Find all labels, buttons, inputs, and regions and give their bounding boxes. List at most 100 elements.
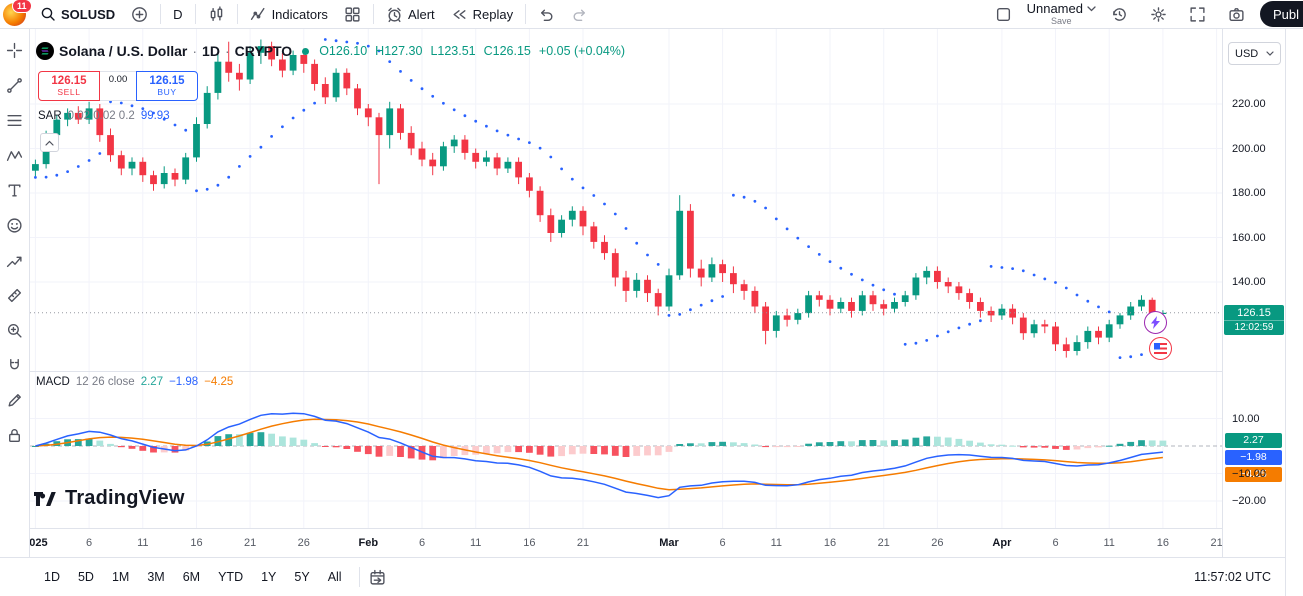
symbol-interval[interactable]: 1D — [202, 43, 220, 59]
ruler-icon[interactable] — [4, 284, 26, 306]
indicators-label: Indicators — [271, 6, 328, 22]
chevron-up-icon — [45, 140, 54, 146]
time-axis-label: 21 — [877, 537, 890, 549]
trade-panel: 126.15 SELL 0.00 126.15 BUY — [38, 71, 198, 101]
magnet-icon[interactable] — [4, 354, 26, 376]
buy-price: 126.15 — [149, 74, 185, 87]
bar-countdown: 12:02:59 — [1224, 319, 1284, 335]
pencil-icon[interactable] — [4, 389, 26, 411]
indicator-templates-button[interactable] — [337, 2, 368, 26]
buy-button[interactable]: 126.15 BUY — [136, 71, 198, 101]
right-sidebar-strip[interactable] — [1285, 29, 1303, 596]
range-1d-button[interactable]: 1D — [36, 566, 68, 588]
history-clock-icon — [1113, 7, 1126, 21]
time-axis-label: 16 — [523, 537, 536, 549]
currency-label: USD — [1235, 47, 1259, 60]
redo-button[interactable] — [564, 2, 595, 26]
range-5d-button[interactable]: 5D — [70, 566, 102, 588]
macd-axis-label: −20.00 — [1232, 495, 1266, 507]
text-icon[interactable] — [4, 179, 26, 201]
price-chart-pane[interactable] — [30, 29, 1222, 372]
macd-legend[interactable]: MACD 12 26 close 2.27 −1.98 −4.25 — [36, 376, 233, 388]
server-clock[interactable]: 11:57:02 UTC — [1194, 570, 1271, 584]
layout-name-menu[interactable]: Unnamed Save — [1027, 2, 1096, 26]
price-axis-label: 200.00 — [1232, 142, 1266, 155]
replay-button[interactable]: Replay — [444, 2, 520, 26]
toolbar-right-group: Unnamed Save Publ — [988, 0, 1303, 28]
event-marker-lightning-icon[interactable] — [1144, 311, 1167, 334]
price-axis-label: 160.00 — [1232, 231, 1266, 244]
symbol-search-button[interactable]: SOLUSD — [33, 2, 122, 26]
pane-separator[interactable] — [30, 371, 1222, 372]
fib-retracement-icon[interactable] — [4, 109, 26, 131]
layout-square-icon — [996, 7, 1010, 21]
event-marker-us-flag-icon[interactable] — [1149, 337, 1172, 360]
ohlc-close: C126.15 — [483, 44, 531, 58]
symbol-title[interactable]: Solana / U.S. Dollar — [59, 43, 188, 59]
buy-label: BUY — [157, 86, 177, 97]
time-axis-label: 21 — [243, 537, 257, 549]
macd-hist-badge: 2.27 — [1225, 432, 1282, 448]
publish-button[interactable]: Publ — [1259, 1, 1303, 27]
bar-replay-history-button[interactable] — [1104, 2, 1135, 26]
range-5y-button[interactable]: 5Y — [286, 566, 317, 588]
macd-signal-badge: −4.25 — [1225, 466, 1282, 482]
save-button[interactable]: Save — [1051, 16, 1072, 26]
zoom-in-icon[interactable] — [4, 319, 26, 341]
plus-circle-icon — [132, 6, 148, 22]
pane-collapse-button[interactable] — [40, 133, 59, 152]
chart-type-button[interactable] — [201, 2, 232, 26]
symbol-label: SOLUSD — [61, 6, 116, 22]
sar-legend[interactable]: SAR 0.02 0.02 0.2 99.93 — [38, 110, 170, 122]
lock-icon[interactable] — [4, 424, 26, 446]
notification-badge: 11 — [12, 0, 32, 14]
forecast-icon[interactable] — [4, 249, 26, 271]
range-ytd-button[interactable]: YTD — [210, 566, 251, 588]
interval-button[interactable]: D — [166, 2, 189, 26]
go-to-date-icon[interactable] — [369, 569, 386, 586]
range-1m-button[interactable]: 1M — [104, 566, 137, 588]
price-axis-label: 140.00 — [1232, 276, 1266, 288]
tradingview-logo — [34, 491, 56, 506]
market-status-dot[interactable] — [302, 47, 310, 55]
gear-icon — [1151, 6, 1166, 22]
snapshot-button[interactable] — [1221, 2, 1252, 26]
sell-button[interactable]: 126.15 SELL — [38, 71, 100, 101]
time-axis-label: 11 — [1103, 537, 1115, 549]
toolbar-divider — [236, 4, 238, 24]
chart-settings-button[interactable] — [1143, 2, 1174, 26]
bottom-toolbar: 1D 5D 1M 3M 6M YTD 1Y 5Y All 11:57:02 UTC — [0, 557, 1285, 596]
range-6m-button[interactable]: 6M — [175, 566, 208, 588]
alert-button[interactable]: Alert — [379, 2, 442, 26]
sell-price: 126.15 — [51, 74, 87, 87]
macd-params: 12 26 close — [75, 376, 135, 388]
user-avatar[interactable]: 11 — [3, 0, 32, 26]
alert-clock-icon — [388, 7, 401, 22]
compare-add-symbol-button[interactable] — [124, 2, 155, 26]
currency-dropdown[interactable]: USD — [1228, 42, 1281, 65]
range-1y-button[interactable]: 1Y — [253, 566, 284, 588]
range-all-button[interactable]: All — [320, 566, 350, 588]
undo-button[interactable] — [531, 2, 562, 26]
macd-line-value: −1.98 — [169, 376, 199, 388]
crosshair-icon[interactable] — [4, 39, 26, 61]
emoji-icon[interactable] — [4, 214, 26, 236]
layout-select-button[interactable] — [988, 2, 1019, 26]
fullscreen-button[interactable] — [1182, 2, 1213, 26]
indicators-button[interactable]: Indicators — [243, 2, 335, 26]
pattern-icon[interactable] — [4, 144, 26, 166]
range-3m-button[interactable]: 3M — [139, 566, 172, 588]
chevron-down-icon — [1087, 5, 1096, 11]
redo-icon — [573, 9, 586, 21]
time-axis[interactable]: 2025 6 11 16 21 26 Feb 6 11 16 21 Mar 6 11 16 21 26 Apr 6 1… — [0, 528, 1285, 557]
search-icon — [41, 7, 55, 21]
separator-dot: · — [224, 43, 230, 59]
trend-line-icon[interactable] — [4, 74, 26, 96]
toolbar-divider — [525, 4, 527, 24]
toolbar-divider — [160, 4, 162, 24]
ohlc-change: +0.05 (+0.04%) — [538, 44, 626, 58]
chart-legend: Solana / U.S. Dollar · 1D · CRYPTO O126.… — [36, 42, 625, 60]
price-axis[interactable]: USD 126.15 12:02:59 2.27 −1.98 −4.25 220… — [1222, 29, 1285, 557]
time-axis-label: 6 — [1052, 537, 1059, 549]
macd-pane[interactable] — [30, 372, 1222, 528]
